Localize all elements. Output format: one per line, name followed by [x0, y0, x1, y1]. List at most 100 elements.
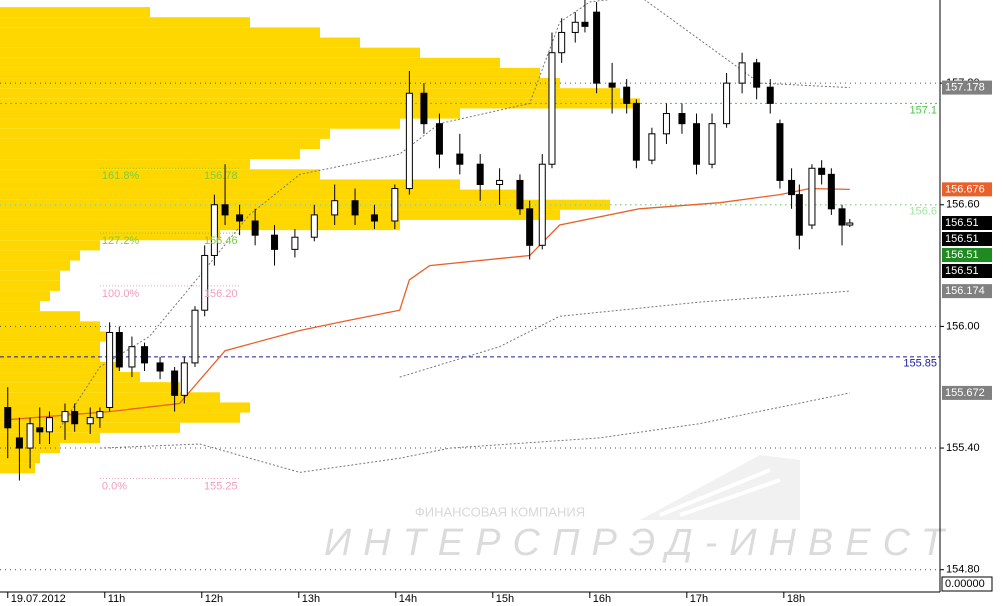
profile-bar	[0, 27, 320, 38]
y-tick-label: 154.80	[946, 564, 980, 576]
price-label-box	[942, 216, 992, 231]
candle-body	[662, 113, 670, 135]
x-tick-label: 11h	[108, 593, 126, 605]
profile-bar	[0, 7, 150, 18]
candle-body	[71, 411, 79, 425]
fib-ratio: 0.0%	[102, 480, 127, 492]
profile-bar	[0, 372, 140, 383]
y-tick-label: 156.00	[946, 320, 980, 332]
candle-body	[391, 188, 399, 222]
x-tick-label: 18h	[787, 593, 805, 605]
profile-bar	[0, 219, 400, 231]
candle-body	[827, 173, 835, 210]
profile-bar	[0, 240, 100, 251]
candle-body	[623, 86, 631, 104]
watermark-company: ФИНАНСОВАЯ КОМПАНИЯ	[415, 504, 585, 519]
fib-ratio: 100.0%	[102, 288, 140, 300]
level-label: 157.1	[909, 104, 937, 116]
candle-body	[310, 214, 318, 238]
candle-body	[156, 362, 164, 372]
logo	[640, 455, 800, 520]
profile-bar	[0, 341, 100, 352]
candle-body	[846, 222, 854, 226]
profile-bar	[0, 17, 250, 28]
indicator-line	[99, 392, 850, 473]
profile-bar	[0, 179, 460, 190]
profile-bar	[0, 189, 520, 200]
candle-body	[271, 234, 279, 250]
profile-bar	[0, 331, 110, 342]
indicator-lines	[7, 0, 850, 473]
profile-bar	[0, 118, 400, 129]
profile-bar	[0, 88, 620, 99]
candle-body	[331, 200, 339, 216]
candle-body	[141, 346, 149, 364]
price-label-box	[941, 576, 993, 592]
x-tick-label: 12h	[205, 593, 223, 605]
candle-body	[648, 133, 656, 161]
candle-body	[571, 21, 579, 33]
x-tick-label: 13h	[302, 593, 320, 605]
candle-body	[538, 163, 546, 246]
candle-body	[476, 163, 484, 185]
candle-body	[201, 254, 209, 311]
candle-body	[15, 437, 23, 449]
candle-body	[548, 52, 556, 165]
profile-bar	[0, 412, 240, 423]
profile-bar	[0, 260, 70, 271]
profile-bar	[0, 37, 360, 48]
candle-body	[808, 167, 816, 226]
candle-body	[818, 167, 826, 175]
candle-body	[191, 309, 199, 364]
candle-body	[36, 427, 44, 433]
profile-bar	[0, 432, 100, 443]
profile-bar	[0, 209, 560, 220]
profile-bar	[0, 311, 80, 322]
candle-body	[593, 11, 601, 84]
candle-body	[608, 82, 616, 88]
profile-bar	[0, 67, 540, 79]
candle-body	[526, 208, 534, 246]
fib-ratio: 127.2%	[102, 235, 140, 247]
candle-body	[405, 92, 413, 190]
candle-body	[795, 194, 803, 236]
profile-bar	[0, 270, 60, 281]
candle-body	[632, 102, 640, 161]
labels: 157.20156.60156.00155.40154.8019.07.2012…	[11, 77, 993, 605]
price-label: 156.51	[945, 217, 979, 229]
candle-body	[180, 362, 188, 396]
level-label: 155.85	[903, 358, 937, 370]
profile-bar	[0, 290, 50, 302]
candle-body	[128, 346, 136, 368]
fib-price: 156.20	[204, 288, 238, 300]
price-label: 0.00000	[945, 578, 985, 590]
candle-body	[420, 92, 428, 125]
profile-bar	[0, 280, 60, 291]
profile-bar	[0, 57, 500, 68]
candle-body	[370, 214, 378, 222]
profile-bar	[0, 128, 330, 139]
candle-body	[435, 123, 443, 155]
profile-bar	[0, 250, 80, 261]
indicator-line	[7, 187, 850, 421]
profile-bar	[0, 149, 300, 160]
profile-bar	[0, 159, 250, 170]
candle-body	[788, 179, 796, 196]
price-label: 157.178	[945, 81, 985, 93]
price-label-box	[942, 80, 992, 95]
price-label: 155.672	[945, 387, 985, 399]
candle-body	[96, 411, 104, 419]
profile-bar	[0, 301, 40, 312]
profile-bar	[0, 402, 250, 413]
candle-body	[251, 220, 259, 236]
candle-body	[210, 204, 218, 256]
candle-body	[753, 62, 761, 88]
y-tick-label: 155.40	[946, 442, 980, 454]
level-label: 156.6	[909, 206, 937, 218]
profile-bar	[0, 169, 320, 180]
indicator-line	[399, 290, 850, 378]
candle-body	[236, 214, 244, 222]
profile-bar	[0, 108, 460, 119]
x-tick-label: 19.07.2012	[11, 593, 66, 605]
